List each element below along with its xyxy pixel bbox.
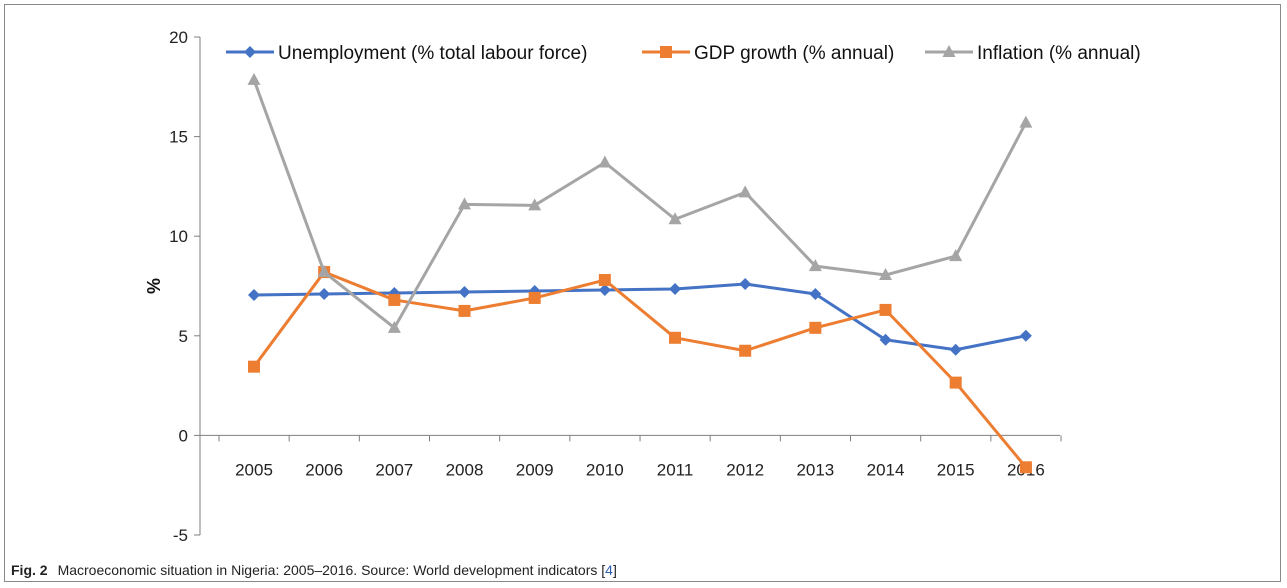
data-point-diamond [244, 46, 256, 58]
x-tick-label: 2005 [235, 460, 273, 479]
data-point-diamond [949, 343, 962, 356]
legend-label: Inflation (% annual) [977, 43, 1141, 64]
data-point-triangle [528, 198, 542, 211]
y-tick-label: 20 [169, 28, 188, 47]
series-1 [248, 278, 1032, 356]
data-point-square [669, 331, 682, 344]
y-tick-label: -5 [173, 526, 188, 545]
y-tick-label: 0 [179, 426, 188, 445]
data-point-triangle [317, 265, 331, 278]
data-point-square [248, 360, 260, 373]
caption-close: ] [612, 562, 617, 578]
legend-label: GDP growth (% annual) [694, 43, 894, 64]
series-line [253, 282, 1027, 352]
series-3 [247, 72, 1033, 333]
legend-label: Unemployment (% total labour force) [278, 43, 587, 64]
data-point-diamond [458, 285, 471, 298]
figure-frame [4, 4, 1281, 582]
data-point-triangle [458, 197, 472, 210]
legend: Unemployment (% total labour force) GDP g… [226, 43, 1141, 64]
legend-entry-1: Unemployment (% total labour force) [226, 43, 587, 64]
data-point-diamond [318, 287, 331, 300]
data-point-square [388, 293, 401, 306]
data-point-diamond [669, 282, 682, 295]
data-point-triangle [949, 249, 963, 262]
chart-axes: -5 0 5 10 15 20 2005 2006 2007 2008 2009 2010 2011 20… [169, 28, 1062, 545]
y-tick-label: 5 [179, 327, 188, 346]
data-point-diamond [879, 333, 892, 346]
x-tick-label: 2006 [305, 460, 343, 479]
data-point-square [1019, 461, 1032, 474]
data-point-square [458, 304, 471, 317]
legend-entry-3: Inflation (% annual) [925, 43, 1141, 64]
data-point-square [879, 303, 892, 316]
data-point-triangle [668, 212, 682, 225]
legend-entry-2: GDP growth (% annual) [642, 43, 894, 64]
data-point-triangle [1019, 115, 1033, 128]
data-point-triangle [808, 259, 822, 272]
data-point-diamond [739, 278, 752, 291]
data-point-triangle [387, 320, 401, 333]
x-tick-label: 2014 [867, 460, 905, 479]
x-tick-label: 2010 [586, 460, 624, 479]
y-axis-label: % [144, 278, 164, 294]
data-point-triangle [942, 45, 956, 57]
y-tick-label: 10 [169, 227, 188, 246]
caption-ref-link[interactable]: 4 [605, 562, 613, 578]
caption-text: Macroeconomic situation in Nigeria: 2005… [57, 562, 606, 578]
data-point-square [809, 321, 822, 334]
x-tick-label: 2008 [446, 460, 484, 479]
data-point-diamond [1019, 329, 1032, 342]
series-line [252, 79, 1028, 330]
y-tick-label: 15 [169, 128, 188, 147]
data-point-diamond [598, 283, 611, 296]
data-point-diamond [248, 288, 260, 301]
x-tick-label: 2013 [796, 460, 834, 479]
x-tick-label: 2015 [937, 460, 975, 479]
data-point-square [739, 344, 752, 357]
x-tick-label: 2007 [375, 460, 413, 479]
data-point-triangle [247, 72, 261, 85]
data-point-square [598, 274, 611, 287]
data-point-triangle [879, 268, 893, 281]
line-chart: -5 0 5 10 15 20 2005 2006 2007 2008 2009 2010 2011 20… [144, 28, 1141, 545]
x-tick-label: 2009 [516, 460, 554, 479]
figure-caption: Fig. 2 Macroeconomic situation in Nigeria… [11, 562, 617, 578]
data-point-square [660, 46, 672, 58]
figure-label: Fig. 2 [11, 562, 48, 578]
data-point-triangle [738, 185, 752, 198]
series-layer [247, 72, 1033, 474]
x-tick-label: 2012 [726, 460, 764, 479]
data-point-square [949, 376, 962, 389]
x-tick-label: 2011 [657, 460, 694, 479]
data-point-triangle [598, 155, 612, 168]
series-2 [248, 266, 1032, 474]
data-point-diamond [809, 287, 822, 300]
data-point-square [528, 291, 541, 304]
series-line [252, 270, 1028, 469]
